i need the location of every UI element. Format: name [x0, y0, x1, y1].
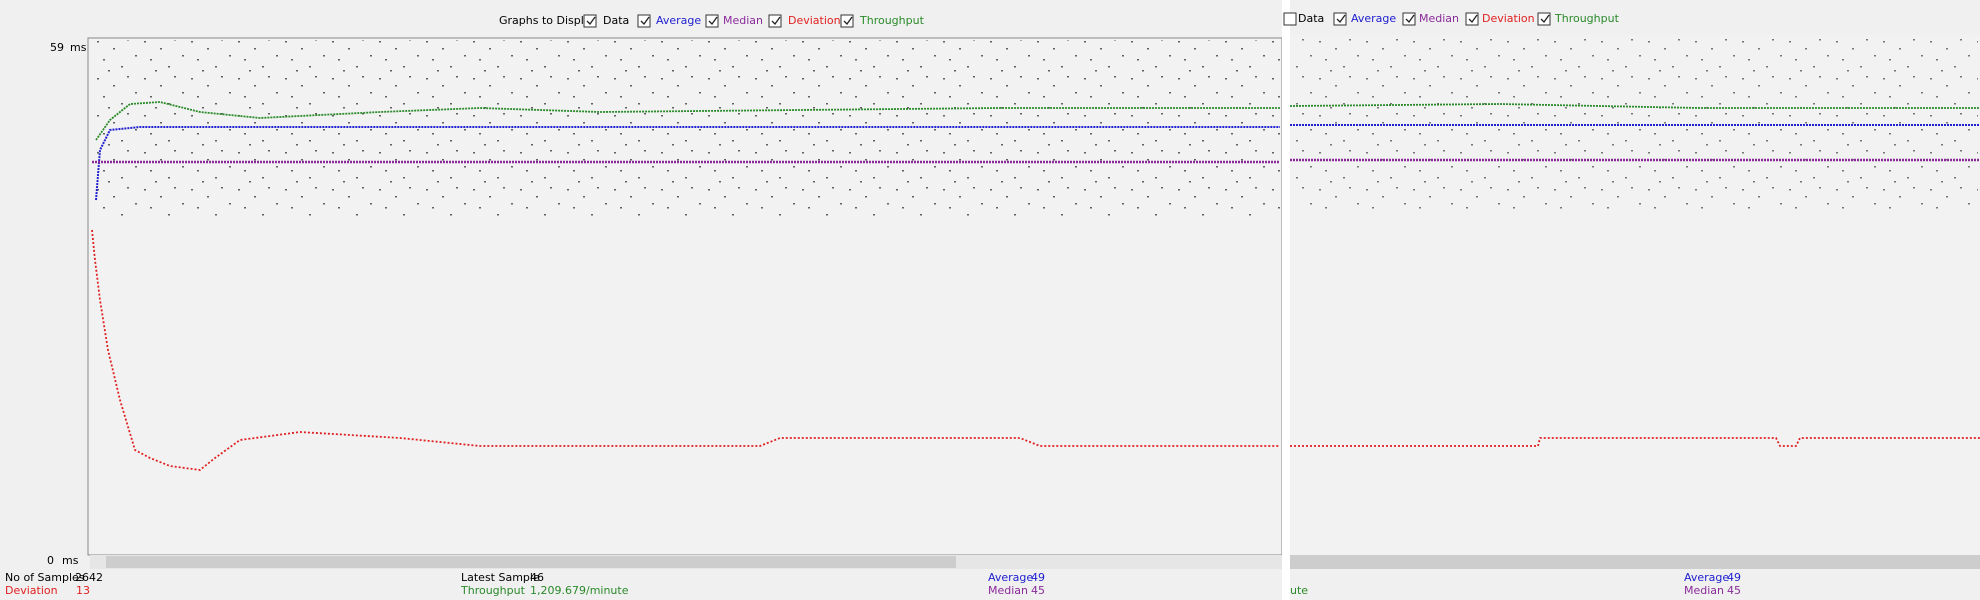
right-checkboxes: Data Average Median Deviation Throughput [1283, 12, 1620, 26]
checkbox-label[interactable]: Median [723, 14, 763, 27]
stat-label: Average [988, 571, 1033, 584]
checkbox[interactable] [1333, 12, 1347, 26]
checkbox-label[interactable]: Median [1419, 12, 1459, 25]
checkbox[interactable] [840, 14, 854, 28]
checkbox-label[interactable]: Data [1298, 12, 1324, 25]
stat-value: 46 [530, 571, 544, 584]
stat-label: No of Samples [5, 571, 85, 584]
left-checkboxes: Data Average Median Deviation Throughput [583, 14, 925, 28]
throughput-line [95, 101, 1280, 141]
checkbox[interactable] [1402, 12, 1416, 26]
checkbox-label[interactable]: Data [603, 14, 629, 27]
throughput-line [1289, 103, 1980, 109]
stat-label: Average [1684, 571, 1729, 584]
checkbox-label[interactable]: Deviation [788, 14, 841, 27]
divider [1282, 0, 1290, 600]
stat-value: ute [1290, 584, 1308, 597]
stat-value: 45 [1031, 584, 1045, 597]
checkbox[interactable] [1465, 12, 1479, 26]
stat-value: 2642 [75, 571, 103, 584]
stat-value: 45 [1727, 584, 1741, 597]
left-plot: 59 ms 0 ms [47, 37, 1283, 569]
y-min: 0 [47, 554, 54, 567]
checkbox[interactable] [1283, 12, 1297, 26]
checkbox[interactable] [768, 14, 782, 28]
y-max: 59 [50, 41, 64, 54]
checkbox-label[interactable]: Throughput [1554, 12, 1620, 25]
average-line [95, 126, 1280, 201]
right-plot [1289, 35, 1980, 569]
checkbox-label[interactable]: Deviation [1482, 12, 1535, 25]
stat-value: 1,209.679/minute [530, 584, 629, 597]
stat-value: 49 [1727, 571, 1741, 584]
stat-label: Latest Sample [461, 571, 540, 584]
scrollbar-thumb[interactable] [106, 556, 956, 568]
checkbox[interactable] [705, 14, 719, 28]
y-unit: ms [62, 554, 79, 567]
checkbox[interactable] [583, 14, 597, 28]
deviation-line [91, 229, 1280, 471]
stat-value: 49 [1031, 571, 1045, 584]
stat-label: Deviation [5, 584, 58, 597]
stat-value: 13 [76, 584, 90, 597]
deviation-line [1290, 437, 1980, 447]
right-stats: ute Average 49 Median 45 [1290, 571, 1741, 597]
left-stats: No of Samples 2642 Deviation 13 Latest S… [5, 571, 1045, 597]
checkbox-label[interactable]: Average [1351, 12, 1396, 25]
checkbox[interactable] [1537, 12, 1551, 26]
checkbox-label[interactable]: Average [656, 14, 701, 27]
checkbox[interactable] [637, 14, 651, 28]
stat-label: Median [1684, 584, 1724, 597]
y-unit: ms [70, 41, 87, 54]
stat-label: Throughput [460, 584, 526, 597]
checkbox-label[interactable]: Throughput [859, 14, 925, 27]
scrollbar[interactable] [1290, 555, 1980, 569]
graphs-label: Graphs to Display [499, 14, 598, 27]
stat-label: Median [988, 584, 1028, 597]
